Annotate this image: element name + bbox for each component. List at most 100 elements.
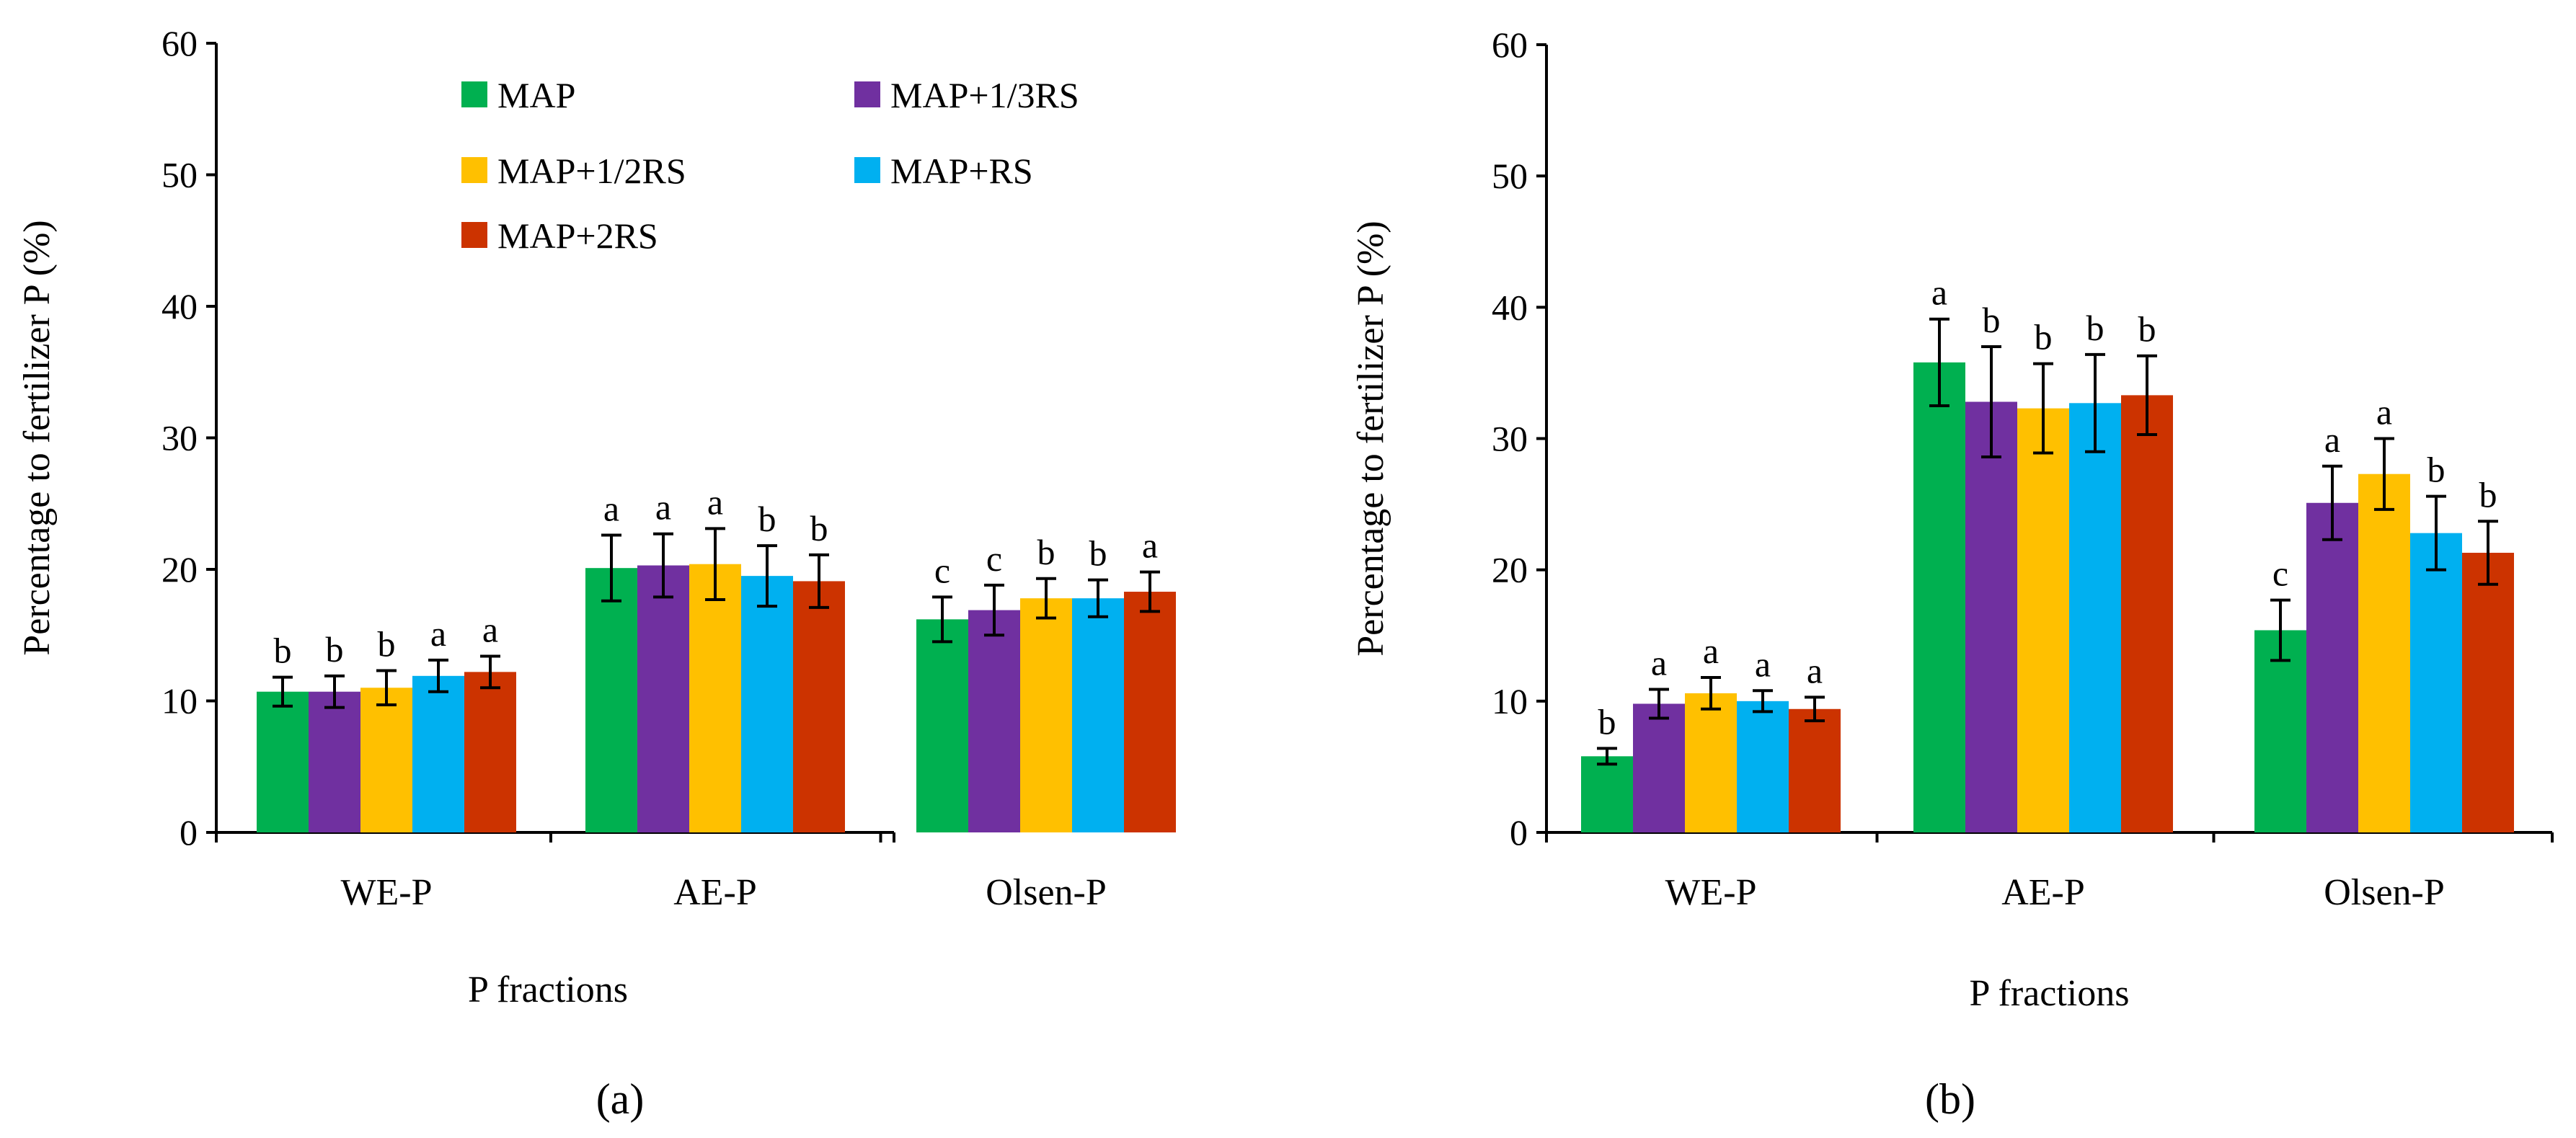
bar [1020,598,1072,832]
bar [585,568,637,832]
y-tick-label: 60 [161,23,198,63]
x-axis-title: P fractions [468,969,628,1010]
y-axis-title: Percentage to fertilizer P (%) [1350,221,1391,656]
x-category-label: WE-P [1665,872,1756,913]
significance-letter: a [2324,419,2340,460]
y-tick-label: 20 [161,549,198,590]
x-category-label: Olsen-P [2324,872,2445,913]
x-category-label: Olsen-P [986,872,1107,913]
y-tick-label: 40 [161,286,198,326]
bar [1633,703,1685,832]
legend-label: MAP+1/3RS [890,75,1079,115]
significance-letter: b [326,629,344,670]
significance-letter: b [1598,701,1616,742]
bar [1581,756,1633,832]
significance-letter: b [758,499,776,539]
bar [2306,502,2358,832]
x-category-label: AE-P [2001,872,2085,913]
legend-label: MAP+RS [890,151,1033,191]
significance-letter: c [2272,554,2288,594]
legend-swatch [854,157,880,183]
bar [1685,693,1737,832]
significance-letter: a [707,481,723,522]
significance-letter: b [2035,317,2053,357]
legend-label: MAP+2RS [497,215,658,256]
bar [2121,395,2173,832]
significance-letter: a [2376,392,2392,432]
bar [1965,401,2017,832]
bar [793,581,845,832]
significance-letter: c [986,538,1002,579]
bar [2017,408,2069,832]
bar [412,675,464,832]
legend-swatch [461,81,487,107]
legend-label: MAP [497,75,575,115]
bar [1124,592,1176,832]
significance-letter: a [1807,650,1823,690]
legend-swatch [461,222,487,248]
bar [1072,598,1124,832]
significance-letter: b [2138,309,2156,350]
legend-swatch [854,81,880,107]
bar [2462,552,2514,832]
bar [464,672,516,832]
panel-label: (b) [1925,1075,1975,1123]
y-tick-label: 30 [1492,419,1528,459]
significance-letter: b [810,508,828,548]
significance-letter: a [1142,525,1158,566]
bar [741,576,793,832]
bar [257,691,309,832]
significance-letter: a [482,609,498,649]
bar [637,565,689,832]
significance-letter: b [2086,308,2104,348]
significance-letter: b [1089,533,1107,574]
y-tick-label: 60 [1492,25,1528,65]
significance-letter: b [378,624,396,664]
legend-swatch [461,157,487,183]
significance-letter: b [2479,474,2497,515]
significance-letter: a [655,487,671,528]
x-category-label: AE-P [673,872,757,913]
significance-letter: a [430,613,446,654]
x-category-label: WE-P [340,872,432,913]
y-axis-title: Percentage to fertilizer P (%) [17,220,58,655]
legend: MAP MAP+1/3RS MAP+1/2RS MAP+RS MAP+2RS [461,75,1079,256]
significance-letter: a [1703,631,1719,671]
y-tick-label: 10 [161,681,198,721]
y-tick-label: 50 [1492,156,1528,196]
bar [916,619,968,832]
bar [2069,403,2121,832]
significance-letter: c [934,550,950,590]
bar [1913,362,1965,832]
panel-label: (a) [596,1075,645,1123]
y-tick-label: 10 [1492,681,1528,721]
bar [2410,533,2462,832]
bar [2254,630,2306,832]
y-tick-label: 50 [161,155,198,195]
bar [1737,701,1789,832]
y-tick-label: 0 [1510,812,1528,853]
significance-letter: a [1931,272,1947,313]
significance-letter: b [1983,300,2001,340]
legend-label: MAP+1/2RS [497,151,686,191]
bar [2358,474,2410,832]
y-tick-label: 40 [1492,287,1528,327]
significance-letter: a [1651,642,1667,683]
bar [968,610,1020,832]
bar [1789,708,1841,832]
x-axis-title: P fractions [1970,973,2130,1014]
significance-letter: b [274,631,292,671]
bar [689,564,741,832]
significance-letter: a [603,489,619,529]
significance-letter: b [1037,532,1055,572]
y-tick-label: 0 [180,812,198,853]
bar [360,688,412,832]
significance-letter: a [1755,644,1771,684]
y-tick-label: 20 [1492,550,1528,590]
y-tick-label: 30 [161,418,198,458]
significance-letter: b [2427,450,2446,490]
bar [309,691,360,832]
